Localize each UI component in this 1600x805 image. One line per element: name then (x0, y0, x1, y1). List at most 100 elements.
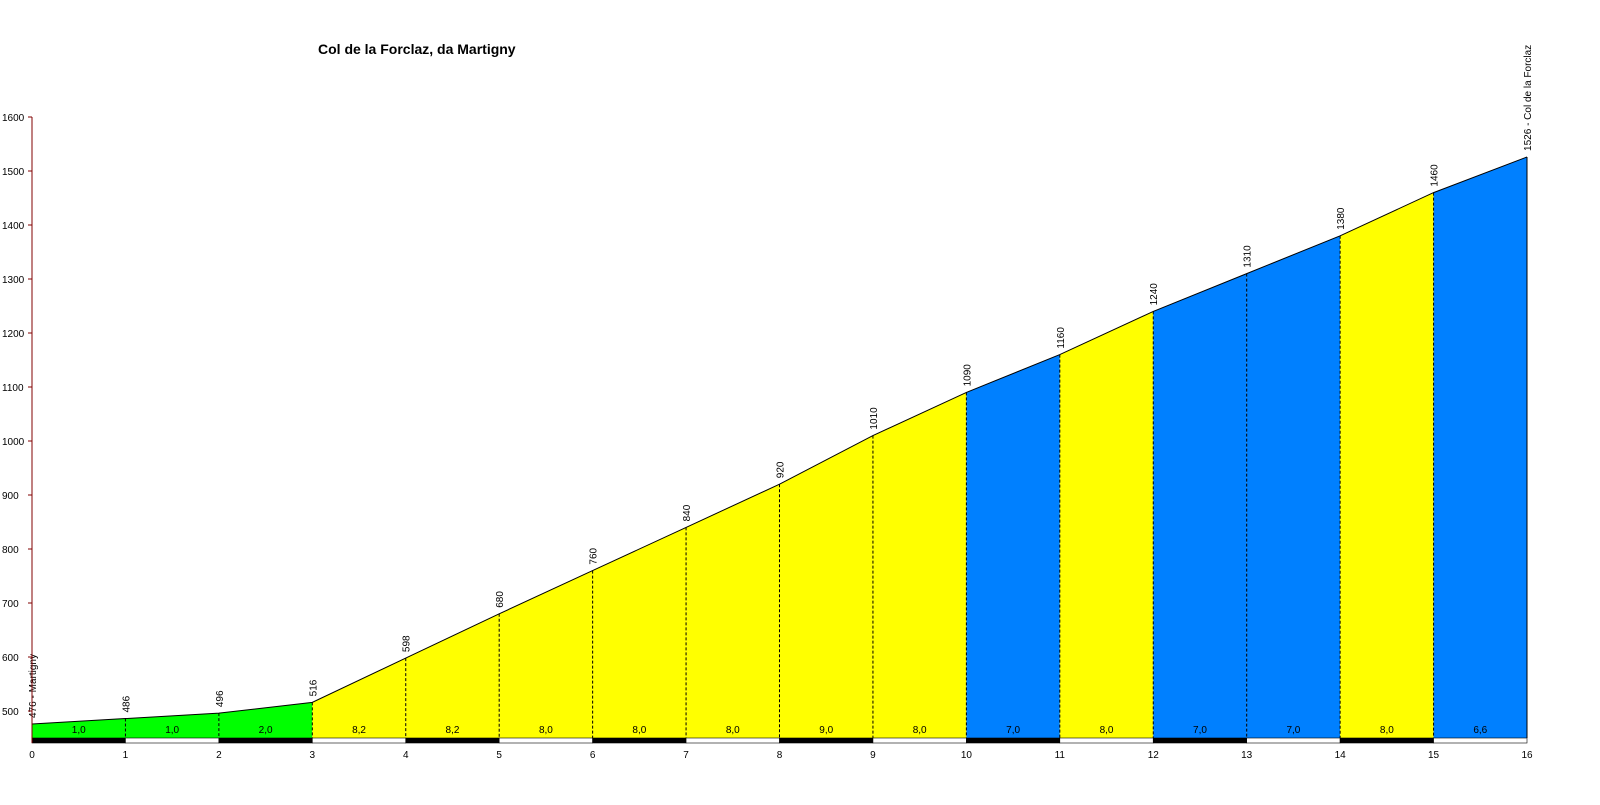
gradient-labels: 1,0 1,0 2,0 8,2 8,2 8,0 8,0 8,0 9,0 8,0 7,0 8,0 7,0 7… (72, 725, 1488, 736)
x-tick-label: 10 (961, 750, 973, 761)
gradient-label: 9,0 (819, 725, 833, 736)
elevation-label: 598 (402, 635, 413, 652)
elevation-label: 1526 - Col de la Forclaz (1523, 45, 1534, 151)
gradient-label: 7,0 (1193, 725, 1207, 736)
scale-bar-segment (1059, 737, 1154, 744)
elevation-label: 1160 (1056, 327, 1067, 349)
scale-bar-segment (872, 737, 967, 744)
x-tick-label: 13 (1241, 750, 1253, 761)
profile-segment (499, 570, 593, 738)
scale-bar-segment (498, 737, 593, 744)
chart-title: Col de la Forclaz, da Martigny (318, 41, 516, 57)
distance-scale-bar (31, 737, 1528, 744)
x-tick-label: 5 (496, 750, 502, 761)
elevation-point-labels: 476 - Martigny 486 496 516 598 680 760 840 920 10… (28, 45, 1534, 718)
elevation-label: 680 (495, 591, 506, 608)
y-axis: 500 600 700 800 900 1000 1100 1200 1300 1400 1500 1… (2, 113, 33, 743)
elevation-label: 920 (776, 461, 787, 478)
y-tick-label: 1600 (2, 113, 25, 124)
gradient-label: 1,0 (165, 725, 179, 736)
x-tick-label: 4 (403, 750, 409, 761)
gradient-label: 8,0 (726, 725, 740, 736)
profile-segment (1433, 156, 1527, 738)
scale-bar-segment (779, 737, 874, 744)
gradient-label: 8,0 (913, 725, 927, 736)
profile-segment (1059, 311, 1154, 738)
scale-bar-segment (1339, 737, 1434, 744)
scale-bar-segment (1433, 737, 1528, 744)
x-tick-label: 15 (1428, 750, 1440, 761)
elevation-label: 1310 (1243, 245, 1254, 268)
scale-bar-segment (312, 737, 407, 744)
y-tick-label: 1300 (2, 275, 25, 286)
scale-bar-segment (966, 737, 1061, 744)
gradient-label: 6,6 (1473, 725, 1487, 736)
elevation-label: 840 (682, 504, 693, 521)
elevation-label: 1380 (1336, 207, 1347, 230)
profile-segment (966, 354, 1060, 738)
scale-bar-segment (405, 737, 500, 744)
profile-outline (31, 156, 1528, 738)
gradient-label: 8,2 (446, 725, 460, 736)
profile-segment (32, 718, 126, 738)
scale-bar-segment (592, 737, 687, 744)
scale-bar-segment (218, 737, 313, 744)
x-tick-label: 11 (1055, 750, 1066, 761)
gradient-label: 7,0 (1286, 725, 1300, 736)
gradient-label: 8,0 (632, 725, 646, 736)
elevation-label: 476 - Martigny (28, 654, 39, 718)
profile-segment (1246, 235, 1341, 739)
scale-bar-segment (685, 737, 780, 744)
profile-segment (1340, 192, 1434, 739)
scale-bar-segment (1246, 737, 1341, 744)
elevation-label: 496 (215, 690, 226, 707)
elevation-label: 1240 (1149, 283, 1160, 306)
x-tick-label: 7 (683, 750, 689, 761)
y-tick-label: 1200 (2, 329, 25, 340)
x-tick-label: 16 (1521, 750, 1533, 761)
profile-segment (218, 702, 313, 738)
x-tick-label: 6 (590, 750, 596, 761)
profile-segment (125, 713, 219, 738)
x-axis: 0 1 2 3 4 5 6 7 8 9 10 11 12 13 14 15 16 (29, 750, 1533, 761)
elevation-label: 1090 (962, 364, 973, 387)
scale-bar-segment (31, 737, 126, 744)
gradient-label: 7,0 (1006, 725, 1020, 736)
profile-segment (312, 658, 406, 738)
profile-segment (686, 484, 780, 738)
gradient-label: 8,0 (1100, 725, 1114, 736)
gradient-label: 2,0 (259, 725, 273, 736)
x-tick-label: 1 (123, 750, 129, 761)
y-tick-label: 800 (2, 545, 19, 556)
x-tick-label: 8 (777, 750, 783, 761)
profile-segment (405, 613, 500, 738)
gradient-label: 8,0 (539, 725, 553, 736)
profile-segment (592, 527, 687, 738)
profile-segment (1153, 273, 1247, 738)
x-tick-label: 9 (870, 750, 876, 761)
y-tick-label: 1500 (2, 167, 25, 178)
elevation-label: 1460 (1430, 164, 1441, 187)
y-tick-label: 1400 (2, 221, 25, 232)
elevation-label: 1010 (869, 407, 880, 430)
gradient-label: 1,0 (72, 725, 86, 736)
x-tick-label: 14 (1335, 750, 1347, 761)
profile-segment (779, 435, 873, 738)
gradient-label: 8,2 (352, 725, 366, 736)
scale-bar-segment (1152, 737, 1247, 744)
elevation-label: 760 (589, 547, 600, 564)
y-tick-label: 500 (2, 707, 19, 718)
y-tick-label: 1000 (2, 437, 25, 448)
kilometer-dividers (124, 192, 1435, 738)
x-tick-label: 3 (310, 750, 316, 761)
profile-line (31, 156, 1528, 725)
y-tick-label: 1100 (2, 383, 24, 394)
x-tick-label: 2 (216, 750, 222, 761)
profile-segments (32, 156, 1527, 739)
x-tick-label: 0 (29, 750, 35, 761)
y-tick-label: 700 (2, 599, 19, 610)
profile-segment (872, 392, 967, 738)
y-tick-label: 600 (2, 653, 19, 664)
elevation-label: 516 (308, 679, 319, 696)
